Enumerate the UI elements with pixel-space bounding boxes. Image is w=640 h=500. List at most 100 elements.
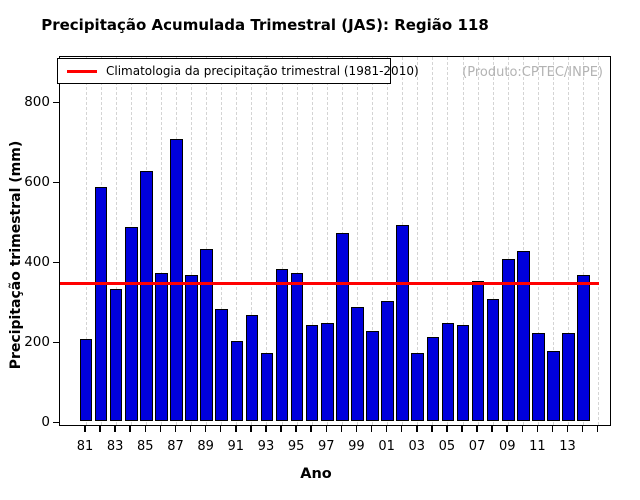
axis-tick (551, 426, 554, 432)
grid-line (160, 57, 162, 425)
grid-line (552, 57, 554, 425)
bar (441, 323, 455, 422)
bar (396, 225, 409, 422)
grid-line (387, 57, 389, 425)
axis-tick (144, 426, 147, 432)
bar (320, 323, 334, 422)
axis-tick (566, 426, 569, 432)
x-tick-label: 97 (317, 439, 335, 454)
axis-tick (53, 181, 59, 184)
x-axis-label: Ano (300, 466, 332, 482)
bar (305, 325, 319, 422)
y-tick-label: 0 (41, 413, 50, 430)
axis-tick (235, 426, 237, 432)
x-tick-label: 99 (348, 439, 365, 454)
axis-tick (536, 426, 539, 432)
axis-tick (219, 426, 222, 432)
bar (486, 299, 500, 422)
bar (124, 227, 138, 422)
axis-tick (265, 426, 267, 432)
plot-area (59, 56, 611, 426)
grid-line (447, 57, 449, 425)
grid-line (462, 57, 464, 425)
x-tick-label: 85 (137, 439, 154, 454)
bar (215, 309, 228, 422)
bar (245, 315, 259, 422)
grid-line (522, 57, 524, 425)
axis-tick (280, 426, 282, 432)
axis-tick (114, 426, 116, 432)
chart-title: Precipitação Acumulada Trimestral (JAS):… (41, 16, 489, 34)
grid-line (266, 57, 268, 425)
x-tick-label: 01 (378, 439, 395, 454)
grid-line (221, 57, 223, 425)
grid-line (537, 57, 539, 425)
grid-line (251, 57, 253, 425)
bar (94, 187, 108, 422)
axis-tick (204, 426, 207, 432)
axis-tick (431, 426, 433, 432)
x-tick-label: 95 (287, 439, 305, 454)
x-tick-label: 11 (529, 439, 546, 454)
bar (140, 171, 153, 422)
grid-line (583, 57, 585, 425)
axis-tick (189, 426, 192, 432)
axis-tick (53, 341, 59, 344)
bar (290, 273, 304, 422)
bar (501, 259, 515, 422)
bar (155, 273, 168, 422)
bar (532, 333, 545, 422)
axis-tick (521, 426, 524, 432)
grid-line (311, 57, 313, 425)
grid-line (372, 57, 374, 425)
y-tick-label: 400 (24, 253, 50, 270)
axis-tick (84, 426, 86, 432)
axis-tick (446, 426, 448, 432)
legend: Climatologia da precipitação trimestral … (57, 58, 419, 84)
grid-line (568, 57, 570, 425)
x-tick-label: 09 (498, 439, 516, 454)
axis-tick (295, 426, 297, 432)
x-tick-label: 07 (468, 439, 486, 454)
axis-tick (250, 426, 252, 432)
bar (471, 281, 485, 422)
x-tick-label: 83 (106, 439, 124, 454)
axis-tick (476, 426, 478, 432)
axis-tick (325, 426, 328, 432)
grid-line (356, 57, 358, 425)
grid-line (236, 57, 238, 425)
bar (230, 341, 244, 422)
bar (426, 337, 440, 422)
axis-tick (159, 426, 162, 432)
watermark: (Produto:CPTEC/INPE) (462, 65, 603, 80)
bar (260, 353, 274, 422)
bar (336, 233, 349, 422)
axis-tick (461, 426, 463, 432)
grid-line (326, 57, 328, 425)
grid-line (598, 57, 600, 425)
axis-tick (53, 421, 59, 424)
axis-tick (129, 426, 131, 432)
x-tick-label: 05 (438, 439, 456, 454)
bar (200, 249, 213, 422)
axis-tick (340, 426, 343, 432)
bar (562, 333, 575, 422)
grid-line (191, 57, 193, 425)
bar (79, 339, 93, 422)
grid-line (417, 57, 419, 425)
axis-tick (370, 426, 373, 432)
legend-line-swatch (67, 69, 97, 73)
axis-tick (596, 426, 599, 432)
x-tick-label: 93 (257, 439, 275, 454)
legend-label: Climatologia da precipitação trimestral … (106, 64, 419, 78)
bar (170, 139, 183, 422)
grid-line (281, 57, 283, 425)
bar (517, 251, 530, 422)
x-tick-label: 91 (227, 439, 245, 454)
x-tick-label: 13 (559, 439, 576, 454)
axis-tick (355, 426, 358, 432)
y-tick-label: 600 (24, 173, 50, 190)
bar (411, 353, 425, 422)
grid-line (296, 57, 298, 425)
